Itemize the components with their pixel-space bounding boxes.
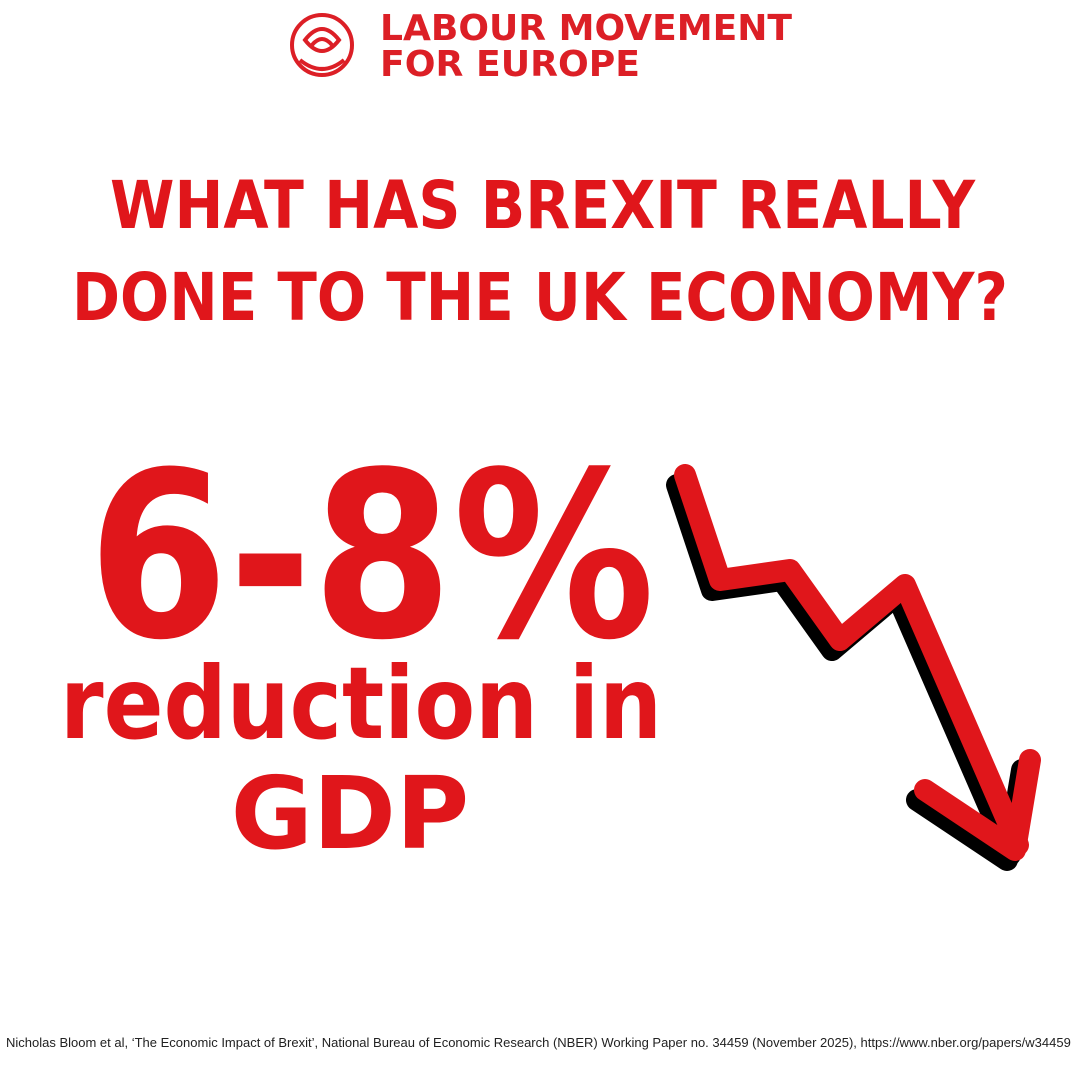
citation: Nicholas Bloom et al, ‘The Economic Impa…	[6, 1035, 1071, 1050]
arrow-shadow	[666, 474, 1033, 871]
stat-line: GDP	[231, 755, 469, 872]
arrow	[674, 464, 1041, 861]
headline-line: WHAT HAS BREXIT REALLY	[110, 167, 976, 244]
stat-line: reduction in	[60, 645, 662, 762]
logo-line: FOR EUROPE	[380, 44, 640, 85]
headline-line: DONE TO THE UK ECONOMY?	[72, 259, 1008, 336]
logo-line: LABOUR MOVEMENT	[380, 8, 792, 49]
stat-figure: 6-8%	[88, 424, 655, 691]
rose-logo	[290, 13, 354, 77]
